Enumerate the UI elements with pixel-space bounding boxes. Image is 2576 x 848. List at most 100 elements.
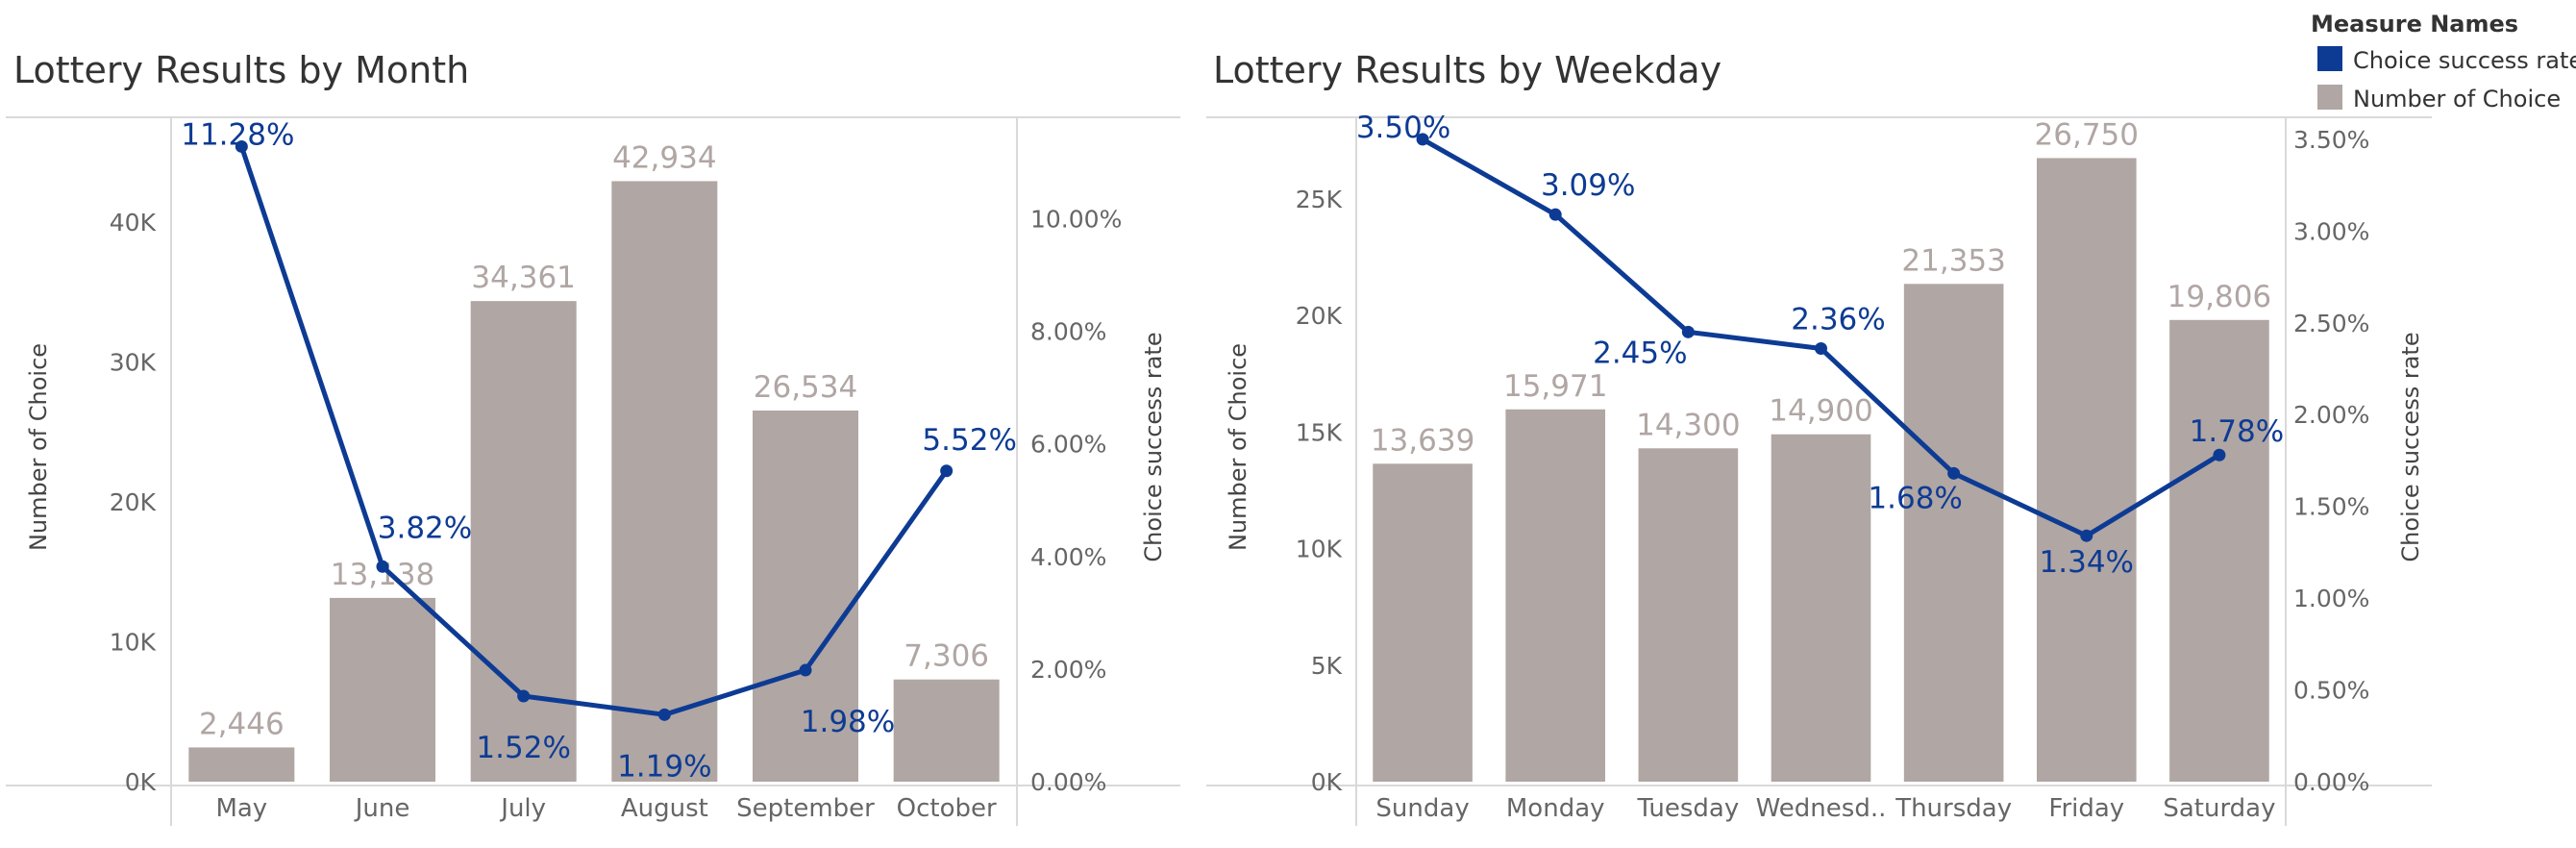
legend-label-number-of-choice[interactable]: Number of Choice: [2353, 86, 2561, 112]
line-point: [657, 708, 671, 721]
line-point: [940, 464, 954, 478]
bar-value-label: 2,446: [199, 707, 285, 741]
legend-swatch-number-of-choice[interactable]: [2317, 85, 2342, 110]
x-tick-label: Saturday: [2163, 794, 2275, 823]
series-line: [238, 145, 949, 717]
line-point: [1681, 325, 1695, 338]
y2-tick-label: 8.00%: [1030, 318, 1106, 346]
y-tick-label: 0K: [125, 768, 157, 796]
y-tick-label: 0K: [1311, 768, 1343, 796]
success-rate-line: 3.50% 3.09% 2.45% 2.36% 1.68% 1.34% 1.78%: [1356, 111, 2284, 580]
line-value-label: 3.09%: [1541, 168, 1635, 203]
line-point: [376, 560, 389, 573]
success-rate-line: 11.28% 3.82% 1.52% 1.19% 1.98% 5.52%: [181, 117, 1017, 784]
chart-month: Lottery Results by Month Number of Choic…: [6, 49, 1180, 826]
x-tick-label: July: [499, 794, 546, 823]
y2-tick-label: 2.00%: [2293, 401, 2369, 429]
legend-title: Measure Names: [2311, 11, 2518, 37]
y2-tick-label: 4.00%: [1030, 543, 1106, 571]
y2-tick-label: 1.50%: [2293, 493, 2369, 521]
x-tick-label: Sunday: [1375, 794, 1469, 823]
bar: [753, 411, 858, 782]
y2-axis-label: Choice success rate: [2397, 332, 2424, 561]
x-tick-label: June: [354, 794, 410, 823]
bar-value-label: 42,934: [612, 140, 716, 175]
y2-tick-label: 3.50%: [2293, 126, 2369, 154]
y2-tick-label: 2.50%: [2293, 310, 2369, 337]
y-tick-label: 10K: [1296, 536, 1343, 563]
y2-tick-label: 0.50%: [2293, 677, 2369, 705]
line-value-label: 2.36%: [1791, 303, 1885, 337]
line-value-label: 1.52%: [476, 731, 570, 765]
y2-axis-label: Choice success rate: [1140, 332, 1167, 561]
line-value-label: 3.82%: [378, 511, 472, 545]
x-tick-label: Wednesd..: [1756, 794, 1887, 823]
legend-swatch-success-rate[interactable]: [2317, 46, 2342, 71]
x-tick-label: October: [897, 794, 997, 823]
legend: Measure Names Choice success rate Number…: [2311, 11, 2576, 112]
line-point: [2213, 448, 2226, 461]
x-tick-label: Friday: [2048, 794, 2124, 823]
line-point: [1416, 133, 1429, 146]
line-value-label: 2.45%: [1593, 336, 1687, 370]
y-axis-label: Number of Choice: [25, 343, 52, 551]
bar: [330, 597, 435, 782]
y2-tick-label: 2.00%: [1030, 656, 1106, 684]
y2-tick-label: 0.00%: [2293, 768, 2369, 796]
bar-value-label: 21,353: [1901, 243, 2005, 278]
bar-value-label: 26,534: [754, 370, 857, 405]
line-value-label: 5.52%: [922, 423, 1016, 458]
bar-value-label: 14,900: [1769, 394, 1872, 429]
bar: [1505, 409, 1606, 782]
line-value-label: 1.34%: [2040, 545, 2134, 580]
y-tick-label: 20K: [110, 488, 157, 516]
bar: [470, 301, 577, 782]
bar: [1373, 463, 1473, 782]
bar-value-label: 13,639: [1371, 423, 1474, 458]
legend-label-success-rate[interactable]: Choice success rate: [2353, 47, 2576, 74]
bar: [2169, 319, 2269, 782]
x-tick-label: Thursday: [1895, 794, 2012, 823]
y-tick-label: 25K: [1296, 186, 1343, 213]
bar: [1638, 448, 1739, 782]
y-tick-label: 5K: [1311, 652, 1343, 680]
y2-tick-label: 6.00%: [1030, 431, 1106, 459]
line-point: [1815, 342, 1827, 356]
x-axis-ticks: May June July August September October: [215, 794, 997, 823]
y-tick-label: 15K: [1296, 418, 1343, 446]
axis-lines: [1206, 116, 2432, 826]
line-value-label: 11.28%: [181, 117, 294, 152]
x-tick-label: May: [215, 794, 267, 823]
line-value-label: 1.19%: [617, 749, 711, 784]
line-point: [517, 689, 531, 703]
y2-tick-label: 1.00%: [2293, 585, 2369, 612]
x-tick-label: Tuesday: [1636, 794, 1739, 823]
x-axis-ticks: Sunday Monday Tuesday Wednesd.. Thursday Frid…: [1375, 794, 2275, 823]
bar: [188, 747, 295, 782]
bar-value-label: 7,306: [904, 639, 989, 674]
bar-value-label: 14,300: [1636, 408, 1740, 442]
bar-value-label: 26,750: [2035, 117, 2139, 152]
bar-value-label: 34,361: [471, 261, 575, 295]
line-point: [2080, 529, 2093, 542]
x-tick-label: September: [736, 794, 875, 823]
line-point: [1548, 208, 1562, 221]
line-value-label: 3.50%: [1356, 111, 1450, 145]
line-value-label: 1.78%: [2190, 414, 2284, 449]
y2-tick-label: 0.00%: [1030, 768, 1106, 796]
bar-value-label: 15,971: [1503, 369, 1607, 404]
y-tick-label: 30K: [110, 349, 157, 377]
chart-title: Lottery Results by Month: [13, 49, 469, 91]
y-axis-label: Number of Choice: [1225, 343, 1251, 551]
bars: 13,639 15,971 14,300 14,900 21,353 26,750 19,8…: [1371, 117, 2271, 783]
bar: [2036, 158, 2137, 783]
line-point: [235, 139, 248, 153]
line-point: [799, 663, 812, 677]
axis-lines: [6, 116, 1180, 826]
bar-value-label: 19,806: [2167, 280, 2271, 314]
line-point: [1947, 466, 1961, 480]
chart-weekday: Lottery Results by Weekday Number of Cho…: [1206, 49, 2432, 826]
y2-tick-label: 3.00%: [2293, 217, 2369, 245]
